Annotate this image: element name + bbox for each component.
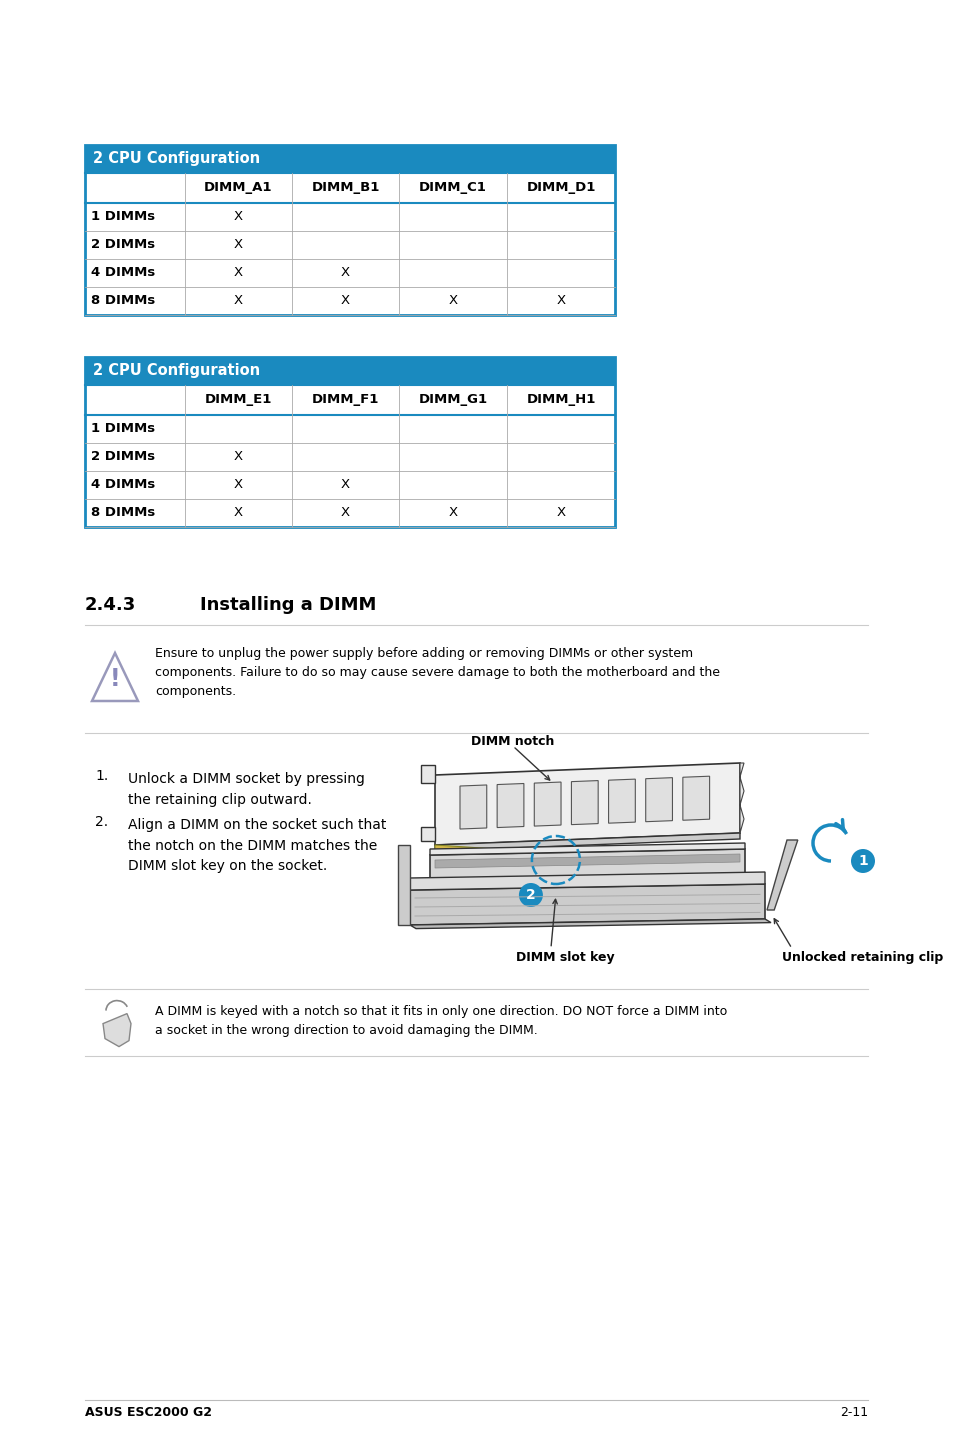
Circle shape xyxy=(850,848,874,873)
Text: DIMM_C1: DIMM_C1 xyxy=(418,181,486,194)
Text: 2 DIMMs: 2 DIMMs xyxy=(91,239,155,252)
Text: X: X xyxy=(340,479,350,492)
Text: X: X xyxy=(340,266,350,279)
Bar xyxy=(85,357,615,526)
Polygon shape xyxy=(91,653,138,700)
Text: 8 DIMMs: 8 DIMMs xyxy=(91,295,155,308)
Text: X: X xyxy=(556,295,565,308)
Text: X: X xyxy=(340,506,350,519)
Text: DIMM notch: DIMM notch xyxy=(471,735,554,748)
Text: DIMM_A1: DIMM_A1 xyxy=(204,181,273,194)
Text: 4 DIMMs: 4 DIMMs xyxy=(91,266,155,279)
Text: X: X xyxy=(233,479,243,492)
Polygon shape xyxy=(435,833,740,851)
Text: DIMM_B1: DIMM_B1 xyxy=(311,181,379,194)
Bar xyxy=(85,499,615,526)
Bar xyxy=(85,145,615,173)
Polygon shape xyxy=(435,846,550,860)
Text: 1: 1 xyxy=(858,854,867,869)
Polygon shape xyxy=(459,785,486,830)
Bar xyxy=(85,173,615,203)
Polygon shape xyxy=(560,846,740,860)
Text: 8 DIMMs: 8 DIMMs xyxy=(91,506,155,519)
Polygon shape xyxy=(497,784,523,827)
Text: X: X xyxy=(233,450,243,463)
Bar xyxy=(85,443,615,472)
Polygon shape xyxy=(435,854,740,869)
Polygon shape xyxy=(410,884,764,925)
Polygon shape xyxy=(682,777,709,820)
Polygon shape xyxy=(608,779,635,823)
Text: X: X xyxy=(233,266,243,279)
Bar xyxy=(85,203,615,232)
Bar xyxy=(85,416,615,443)
Text: X: X xyxy=(556,506,565,519)
Text: 1.: 1. xyxy=(95,769,108,784)
Text: X: X xyxy=(233,295,243,308)
Bar xyxy=(85,145,615,315)
Bar xyxy=(85,232,615,259)
Polygon shape xyxy=(740,764,743,833)
Text: X: X xyxy=(448,295,457,308)
Text: DIMM_H1: DIMM_H1 xyxy=(526,394,595,407)
Text: X: X xyxy=(233,210,243,223)
Polygon shape xyxy=(410,871,764,890)
Text: X: X xyxy=(233,506,243,519)
Text: DIMM_F1: DIMM_F1 xyxy=(312,394,378,407)
Text: Ensure to unplug the power supply before adding or removing DIMMs or other syste: Ensure to unplug the power supply before… xyxy=(154,647,720,697)
Bar xyxy=(420,827,435,841)
Bar xyxy=(85,288,615,315)
Text: Align a DIMM on the socket such that
the notch on the DIMM matches the
DIMM slot: Align a DIMM on the socket such that the… xyxy=(128,818,386,873)
Bar xyxy=(85,259,615,288)
Polygon shape xyxy=(645,778,672,821)
Polygon shape xyxy=(435,764,740,846)
Bar xyxy=(85,472,615,499)
Text: X: X xyxy=(233,239,243,252)
Polygon shape xyxy=(534,782,560,825)
Text: 1 DIMMs: 1 DIMMs xyxy=(91,210,155,223)
Bar xyxy=(420,765,435,784)
Bar xyxy=(85,385,615,416)
Text: X: X xyxy=(448,506,457,519)
Text: Unlocked retaining clip: Unlocked retaining clip xyxy=(781,951,943,963)
Text: Installing a DIMM: Installing a DIMM xyxy=(200,595,376,614)
Polygon shape xyxy=(397,846,410,925)
Polygon shape xyxy=(430,848,744,890)
Text: Unlock a DIMM socket by pressing
the retaining clip outward.: Unlock a DIMM socket by pressing the ret… xyxy=(128,772,364,807)
Text: 2 DIMMs: 2 DIMMs xyxy=(91,450,155,463)
Text: X: X xyxy=(340,295,350,308)
Polygon shape xyxy=(430,843,744,856)
Text: DIMM_E1: DIMM_E1 xyxy=(205,394,272,407)
Text: DIMM_G1: DIMM_G1 xyxy=(418,394,487,407)
Polygon shape xyxy=(766,840,797,910)
Text: 2.: 2. xyxy=(95,815,108,828)
Text: 2: 2 xyxy=(525,889,536,902)
Text: ASUS ESC2000 G2: ASUS ESC2000 G2 xyxy=(85,1405,212,1418)
Polygon shape xyxy=(410,919,770,929)
Text: DIMM_D1: DIMM_D1 xyxy=(526,181,595,194)
Text: 1 DIMMs: 1 DIMMs xyxy=(91,423,155,436)
Text: 2-11: 2-11 xyxy=(839,1405,867,1418)
Text: !: ! xyxy=(110,667,120,692)
Circle shape xyxy=(518,883,542,907)
Text: DIMM slot key: DIMM slot key xyxy=(516,951,614,963)
Bar xyxy=(85,357,615,385)
Polygon shape xyxy=(571,781,598,824)
Text: 2 CPU Configuration: 2 CPU Configuration xyxy=(92,364,260,378)
Text: A DIMM is keyed with a notch so that it fits in only one direction. DO NOT force: A DIMM is keyed with a notch so that it … xyxy=(154,1005,726,1037)
Polygon shape xyxy=(103,1014,131,1047)
Text: 2.4.3: 2.4.3 xyxy=(85,595,136,614)
Text: 4 DIMMs: 4 DIMMs xyxy=(91,479,155,492)
Text: 2 CPU Configuration: 2 CPU Configuration xyxy=(92,151,260,167)
